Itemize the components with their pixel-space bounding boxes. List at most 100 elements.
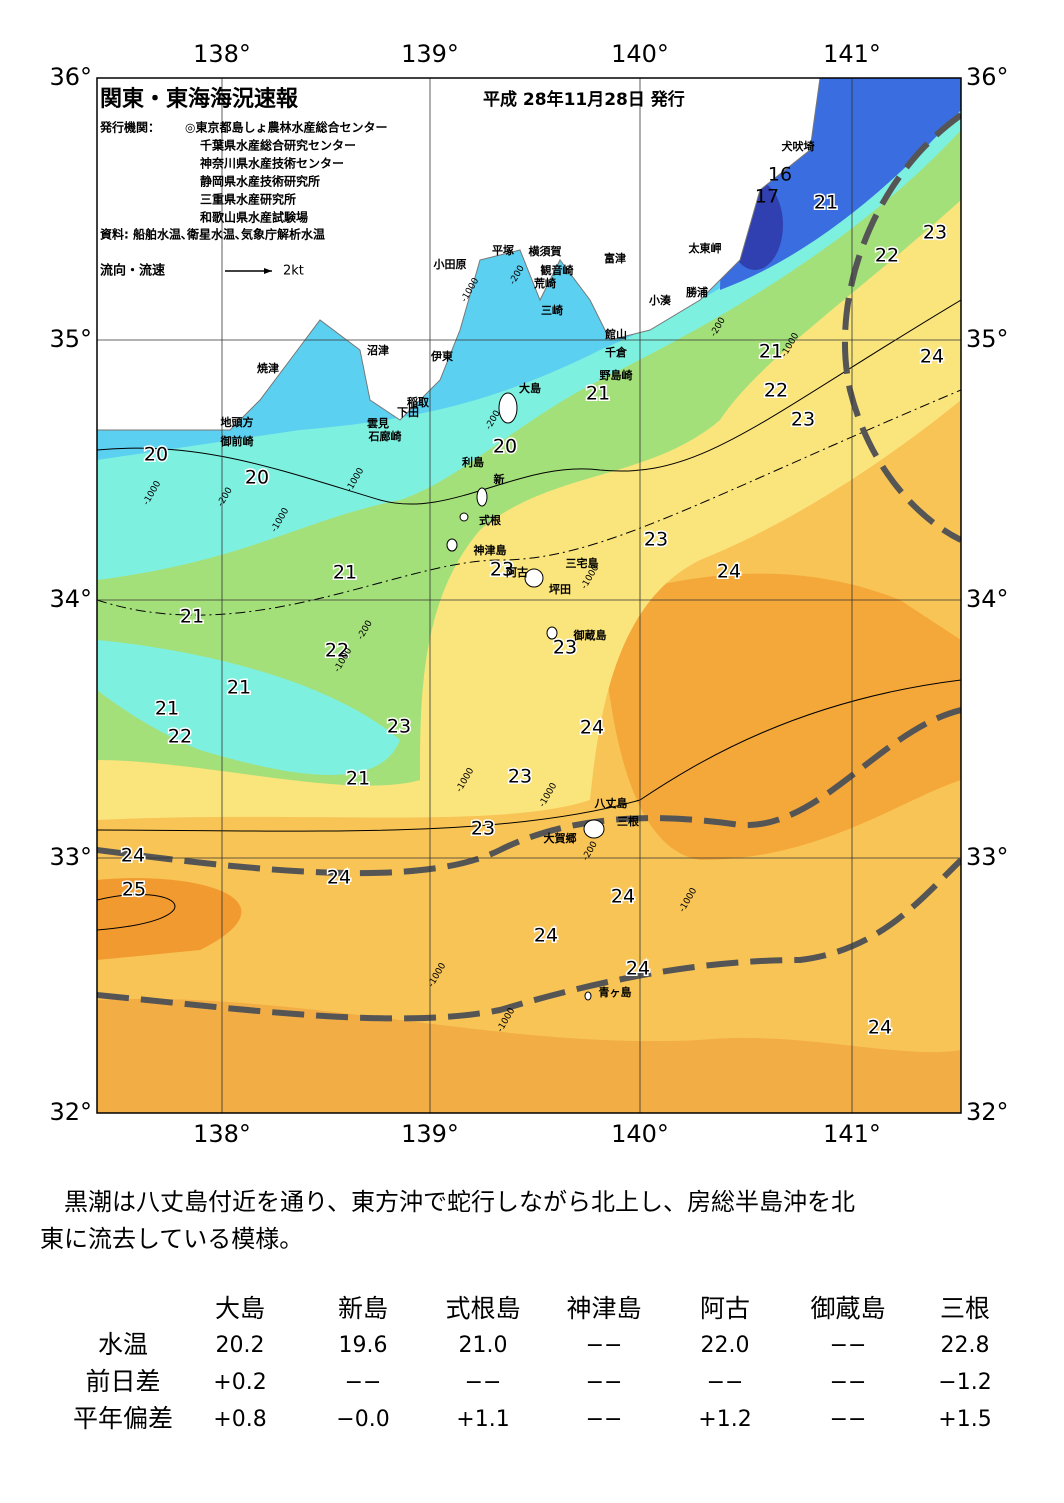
- lon-label: 140°: [611, 40, 669, 68]
- description: 東に流去している模様。: [40, 1225, 303, 1253]
- sea-21b: [97, 640, 400, 775]
- land: [97, 78, 821, 431]
- publishers-label: 発行機関：: [99, 120, 160, 135]
- date: 平成 28年11月28日 発行: [483, 89, 685, 110]
- contour-label: 23: [471, 818, 495, 840]
- table-cell: −−: [465, 1370, 502, 1395]
- table-cell: 20.2: [216, 1333, 265, 1358]
- publisher: 和歌山県水産試験場: [199, 210, 308, 225]
- legend-label: 流向・流速: [100, 263, 165, 279]
- publisher: 三重県水産研究所: [200, 192, 296, 207]
- place-name: 沼津: [367, 343, 389, 357]
- place-name: 石廊崎: [368, 429, 402, 443]
- lat-label: 35°: [966, 325, 1009, 353]
- row-label: 水温: [98, 1330, 148, 1359]
- table-cell: −−: [830, 1370, 867, 1395]
- contour-label: 21: [155, 698, 179, 720]
- legend-speed: 2kt: [283, 264, 304, 279]
- lat-label: 34°: [49, 585, 92, 613]
- table-cell: −−: [707, 1370, 744, 1395]
- place-name: 地頭方: [221, 415, 254, 429]
- contour-label: 23: [387, 716, 411, 738]
- kuroshio: [97, 112, 961, 1022]
- contour-label: 21: [346, 768, 370, 790]
- lat-label: 33°: [49, 843, 92, 871]
- table-cell: +1.1: [456, 1407, 509, 1432]
- contour-label: 22: [764, 380, 788, 402]
- contour-label: 23: [791, 409, 815, 431]
- table-cell: +1.5: [938, 1407, 991, 1432]
- contour-label: 20: [493, 436, 517, 458]
- table-cell: −−: [586, 1407, 623, 1432]
- contour-label: 24: [626, 958, 650, 980]
- place-name: 小田原: [433, 257, 467, 271]
- table-header: 阿古: [700, 1294, 750, 1323]
- lat-label: 35°: [49, 325, 92, 353]
- publisher: ◎東京都島しょ農林水産総合センター: [185, 120, 387, 135]
- place-name: 稲取: [407, 395, 429, 409]
- place-name: 新: [494, 472, 505, 486]
- contour-label: 21: [180, 606, 204, 628]
- lon-label: 141°: [823, 40, 881, 68]
- table-header: 神津島: [566, 1294, 641, 1323]
- place-name: 館山: [604, 327, 627, 341]
- place-name: 勝浦: [686, 285, 708, 299]
- contour-label: 22: [875, 245, 899, 267]
- place-name: 富津: [604, 251, 626, 265]
- legend-arrowhead: [264, 268, 272, 274]
- row-label: 前日差: [85, 1367, 160, 1396]
- table-header: 三根: [940, 1294, 990, 1323]
- lon-label: 141°: [823, 1120, 881, 1148]
- place-name: 平塚: [492, 243, 514, 257]
- contour-label: 24: [717, 561, 741, 583]
- contour-label: 20: [245, 467, 269, 489]
- contour-label: 20: [144, 444, 168, 466]
- lon-label: 138°: [193, 40, 251, 68]
- contour-label: 23: [490, 559, 514, 581]
- lon-label: 139°: [401, 1120, 459, 1148]
- contour-label: 21: [227, 677, 251, 699]
- lon-label: 140°: [611, 1120, 669, 1148]
- contours: [97, 299, 961, 931]
- table-cell: +0.2: [213, 1370, 266, 1395]
- contour-label: 23: [644, 529, 668, 551]
- table-header: 式根島: [445, 1294, 520, 1323]
- place-name: 青ヶ島: [599, 985, 632, 999]
- contour-label: 22: [325, 640, 349, 662]
- contour-label: 22: [168, 726, 192, 748]
- place-name: 大賀郷: [544, 831, 577, 845]
- map-frame: [96, 77, 962, 1114]
- sea-24: [600, 573, 961, 860]
- sea-25: [97, 878, 242, 960]
- place-name: 式根: [479, 513, 502, 527]
- lat-label: 36°: [49, 63, 92, 91]
- place-name: 八丈島: [594, 796, 628, 810]
- publisher: 神奈川県水産技術センター: [200, 156, 344, 171]
- table-cell: +1.2: [698, 1407, 751, 1432]
- lon-label: 138°: [193, 1120, 251, 1148]
- islands: [446, 392, 605, 1001]
- table-cell: −−: [830, 1407, 867, 1432]
- place-name: 雲見: [367, 417, 389, 430]
- place-name: 伊東: [430, 349, 454, 363]
- place-name: 大島: [519, 381, 541, 395]
- contour-label: 23: [923, 222, 947, 244]
- lat-label: 33°: [966, 843, 1009, 871]
- row-label: 平年偏差: [73, 1404, 173, 1433]
- lat-label: 36°: [966, 63, 1009, 91]
- table-cell: −−: [345, 1370, 382, 1395]
- place-name: 犬吠埼: [782, 139, 815, 153]
- table-cell: −−: [586, 1333, 623, 1358]
- contour-label: 21: [586, 383, 610, 405]
- title: 関東・東海海況速報: [100, 86, 299, 112]
- place-name: 荒崎: [533, 276, 556, 290]
- table-cell: 22.0: [701, 1333, 750, 1358]
- description: 黒潮は八丈島付近を通り、東方沖で蛇行しながら北上し、房総半島沖を北: [40, 1188, 855, 1216]
- contour-label: 16: [768, 164, 792, 186]
- contour-label: 21: [814, 192, 838, 214]
- contour-label: 24: [868, 1017, 892, 1039]
- lat-label: 34°: [966, 585, 1009, 613]
- place-name: 三崎: [541, 303, 563, 317]
